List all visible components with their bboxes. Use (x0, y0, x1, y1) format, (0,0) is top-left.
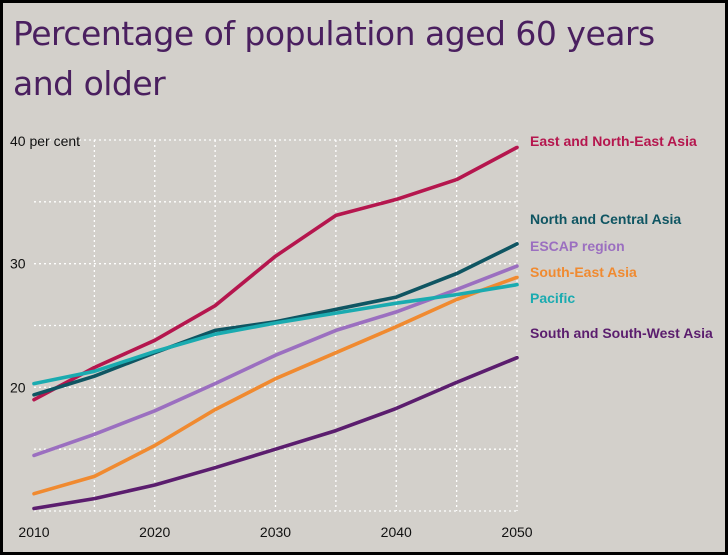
series-line-0 (32, 145, 519, 402)
y-tick-label: 30 (10, 256, 26, 272)
series-label-4: Pacific (530, 290, 575, 306)
series-label-3: South-East Asia (530, 264, 637, 280)
series-label-1: North and Central Asia (530, 211, 681, 227)
x-tick-label: 2010 (18, 524, 49, 540)
x-tick-label: 2040 (381, 524, 412, 540)
series-label-0: East and North-East Asia (530, 133, 697, 149)
series-line-3 (32, 275, 519, 496)
y-unit-label: 40 per cent (10, 133, 80, 149)
chart-title: Percentage of population aged 60 years a… (13, 14, 655, 103)
y-tick-label: 20 (10, 379, 26, 395)
series-line-4 (32, 282, 519, 386)
series-label-2: ESCAP region (530, 238, 625, 254)
series-label-5: South and South-West Asia (530, 325, 713, 341)
grid (34, 139, 518, 512)
series-line-5 (32, 355, 519, 511)
x-tick-label: 2030 (260, 524, 291, 540)
series-labels: East and North-East Asia North and Centra… (530, 133, 713, 341)
x-tick-label: 2050 (501, 524, 532, 540)
x-tick-label: 2020 (139, 524, 170, 540)
series-lines (32, 145, 519, 511)
